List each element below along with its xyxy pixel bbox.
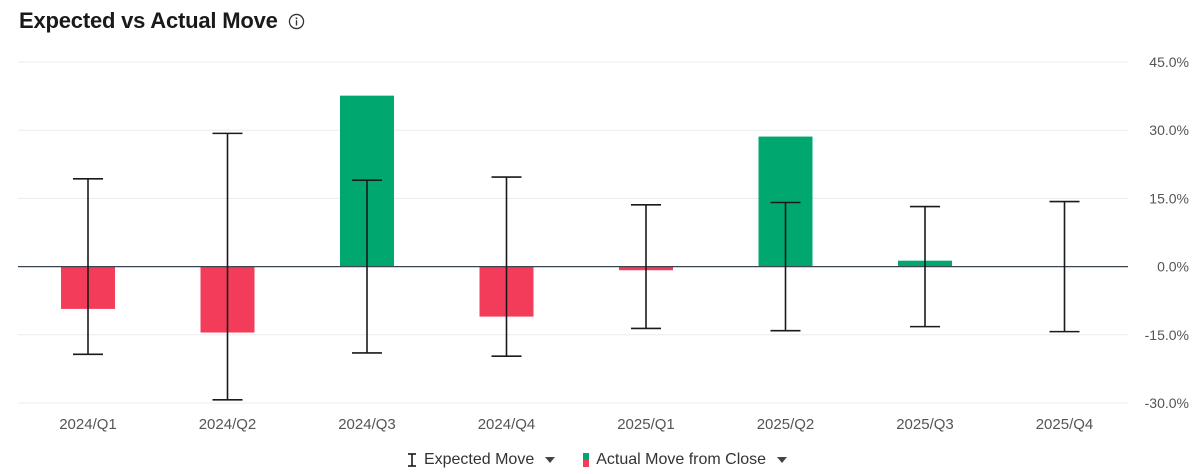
y-tick-label: -15.0% [1145, 327, 1189, 343]
legend-item-expected-move[interactable]: Expected Move [407, 451, 556, 469]
x-tick-label: 2025/Q1 [617, 416, 675, 433]
info-icon[interactable] [288, 13, 305, 30]
errorbar-expected-move[interactable] [631, 203, 661, 330]
chart-title: Expected vs Actual Move [19, 8, 278, 33]
errorbar-expected-move[interactable] [491, 176, 522, 357]
legend-label-expected-move: Expected Move [423, 451, 535, 468]
x-tick-label: 2024/Q1 [59, 416, 117, 433]
x-tick-label: 2025/Q2 [757, 416, 815, 433]
x-tick-label: 2024/Q2 [199, 416, 257, 433]
errorbar-expected-move[interactable] [770, 201, 801, 332]
x-tick-label: 2024/Q4 [478, 416, 536, 433]
y-tick-label: 15.0% [1149, 190, 1189, 206]
chart-header: Expected vs Actual Move [19, 8, 305, 34]
legend-item-actual-move[interactable]: Actual Move from Close [583, 451, 788, 469]
chevron-down-icon[interactable] [545, 457, 556, 463]
errorbar-expected-move[interactable] [212, 132, 243, 401]
errorbar-expected-move[interactable] [352, 179, 382, 354]
legend-label-actual-move: Actual Move from Close [596, 451, 767, 468]
chevron-down-icon[interactable] [777, 457, 788, 463]
y-tick-label: 0.0% [1157, 259, 1189, 275]
y-tick-label: -30.0% [1145, 395, 1189, 411]
y-tick-label: 30.0% [1149, 122, 1189, 138]
legend: Expected Move Actual Move from Close [0, 451, 1194, 469]
errorbar-expected-move[interactable] [1049, 200, 1080, 333]
x-tick-label: 2025/Q4 [1036, 416, 1094, 433]
errorbar-expected-move[interactable] [73, 178, 103, 356]
y-axis: 45.0% 30.0% 15.0% 0.0% -15.0% -30.0% [1145, 54, 1189, 411]
y-tick-label: 45.0% [1149, 54, 1189, 70]
whisker-series [73, 132, 1080, 401]
bar-swatch-icon [583, 453, 590, 467]
errorbar-expected-move[interactable] [910, 205, 940, 328]
x-tick-label: 2025/Q3 [896, 416, 954, 433]
gridlines [18, 61, 1128, 404]
x-axis: 2024/Q1 2024/Q2 2024/Q3 2024/Q4 2025/Q1 2025/… [59, 416, 1093, 433]
errorbar-icon [407, 453, 416, 467]
x-tick-label: 2024/Q3 [338, 416, 396, 433]
